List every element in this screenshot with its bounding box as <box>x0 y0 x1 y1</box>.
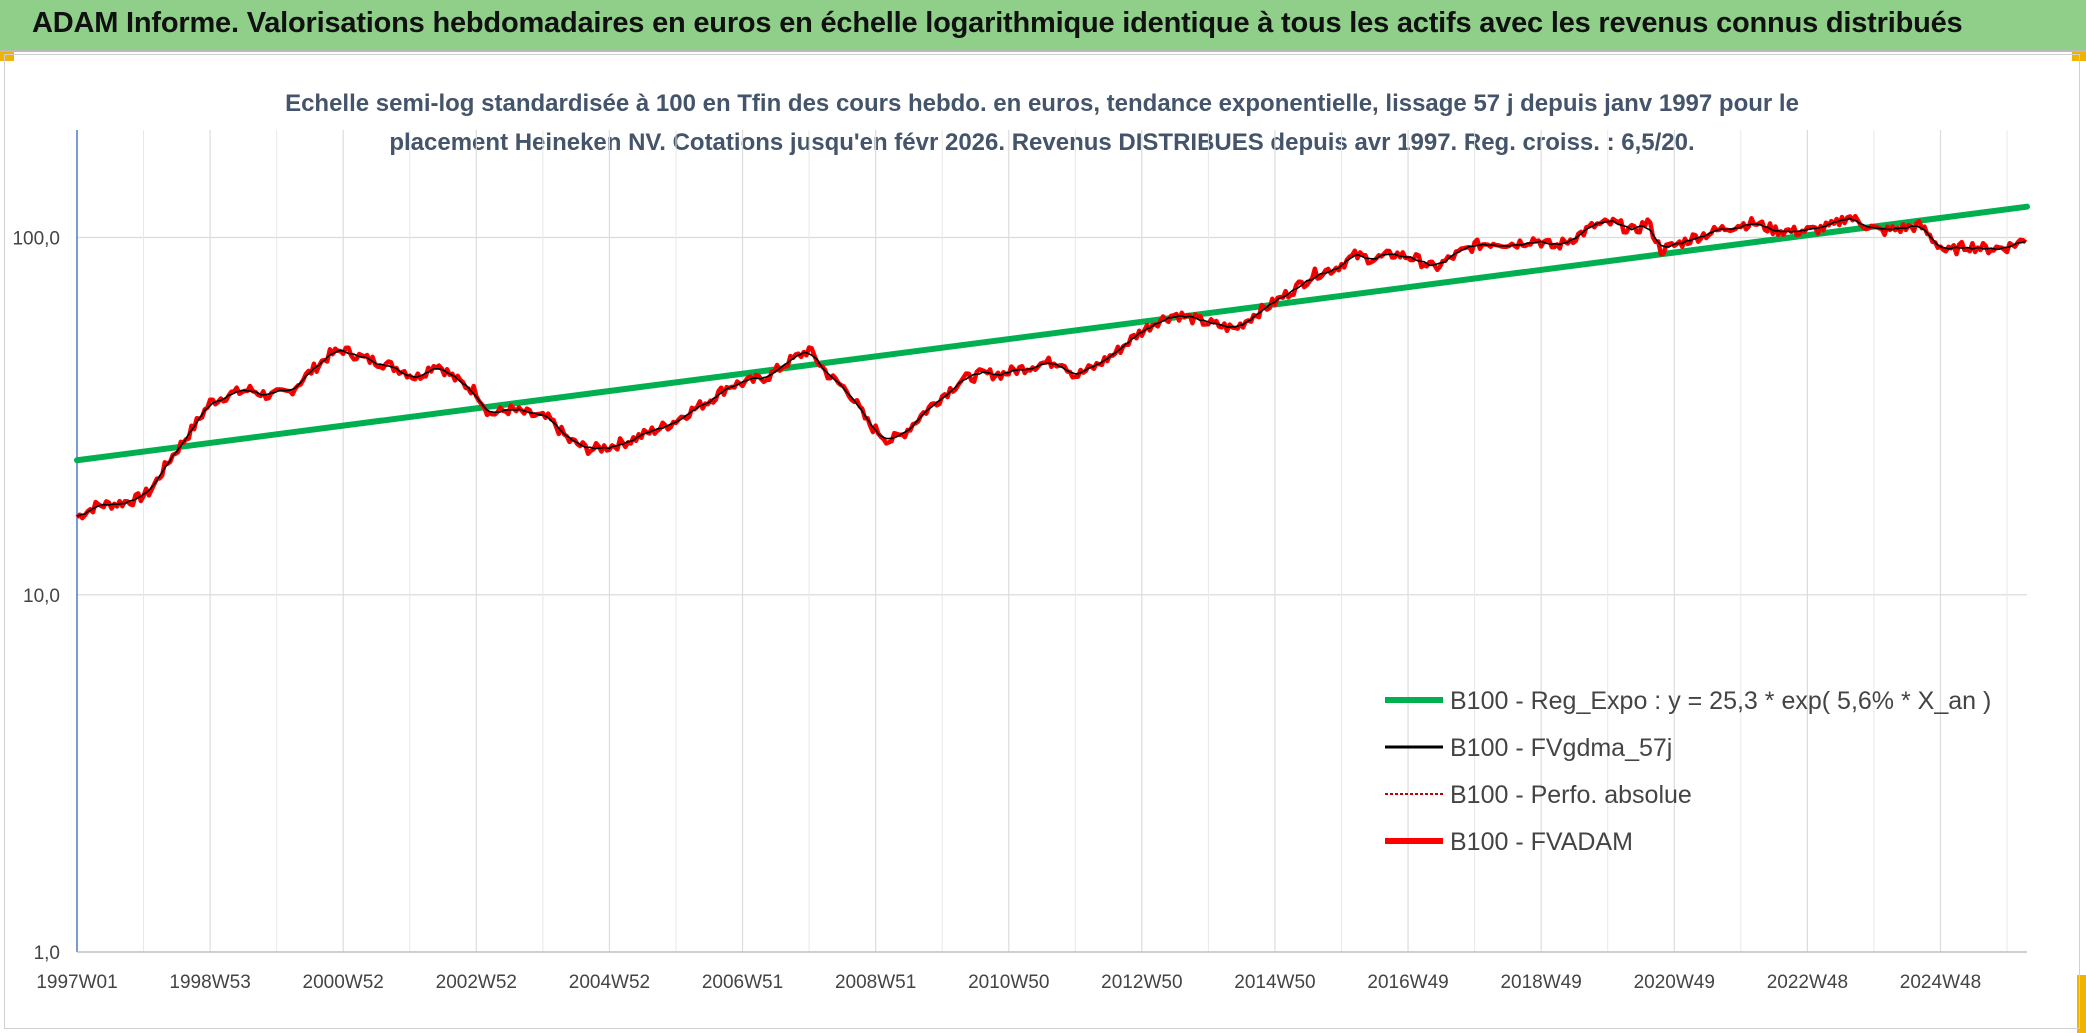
chart-subtitle-line-1: Echelle semi-log standardisée à 100 en T… <box>285 90 1799 117</box>
trend-line <box>74 203 2030 464</box>
x-tick-label: 2006W51 <box>702 972 783 993</box>
x-tick-label: 1997W01 <box>36 972 117 993</box>
legend-label-trend: B100 - Reg_Expo : y = 25,3 * exp( 5,6% *… <box>1450 687 1991 715</box>
x-tick-label: 2010W50 <box>968 972 1049 993</box>
y-tick-label: 100,0 <box>12 229 60 250</box>
legend-label-smooth: B100 - FVgdma_57j <box>1450 734 1672 762</box>
x-tick-label: 2012W50 <box>1101 972 1182 993</box>
x-tick-label: 2000W52 <box>303 972 384 993</box>
chart-subtitle-line-2: placement Heineken NV. Cotations jusqu'e… <box>389 129 1694 156</box>
corner-accent-left <box>0 52 14 61</box>
corner-accent-bottom-right <box>2077 975 2086 1033</box>
series-fvadam-line <box>75 213 2028 521</box>
x-tick-label: 2020W49 <box>1634 972 1715 993</box>
x-tick-label: 2008W51 <box>835 972 916 993</box>
x-tick-label: 2014W50 <box>1234 972 1315 993</box>
y-tick-label: 1,0 <box>34 943 60 964</box>
y-tick-label: 10,0 <box>23 586 60 607</box>
chart-frame <box>4 54 2080 1029</box>
x-tick-label: 2004W52 <box>569 972 650 993</box>
x-tick-label: 2024W48 <box>1900 972 1981 993</box>
x-tick-label: 2002W52 <box>436 972 517 993</box>
x-tick-label: 2018W49 <box>1500 972 1581 993</box>
report-title: ADAM Informe. Valorisations hebdomadaire… <box>32 7 1963 39</box>
x-tick-label: 2016W49 <box>1367 972 1448 993</box>
legend-label-perf: B100 - Perfo. absolue <box>1450 781 1692 809</box>
legend-label-fvadam: B100 - FVADAM <box>1450 828 1633 856</box>
series-fvgdma-line <box>76 217 2027 518</box>
x-tick-label: 1998W53 <box>169 972 250 993</box>
x-tick-label: 2022W48 <box>1767 972 1848 993</box>
report-header: ADAM Informe. Valorisations hebdomadaire… <box>0 0 2086 52</box>
